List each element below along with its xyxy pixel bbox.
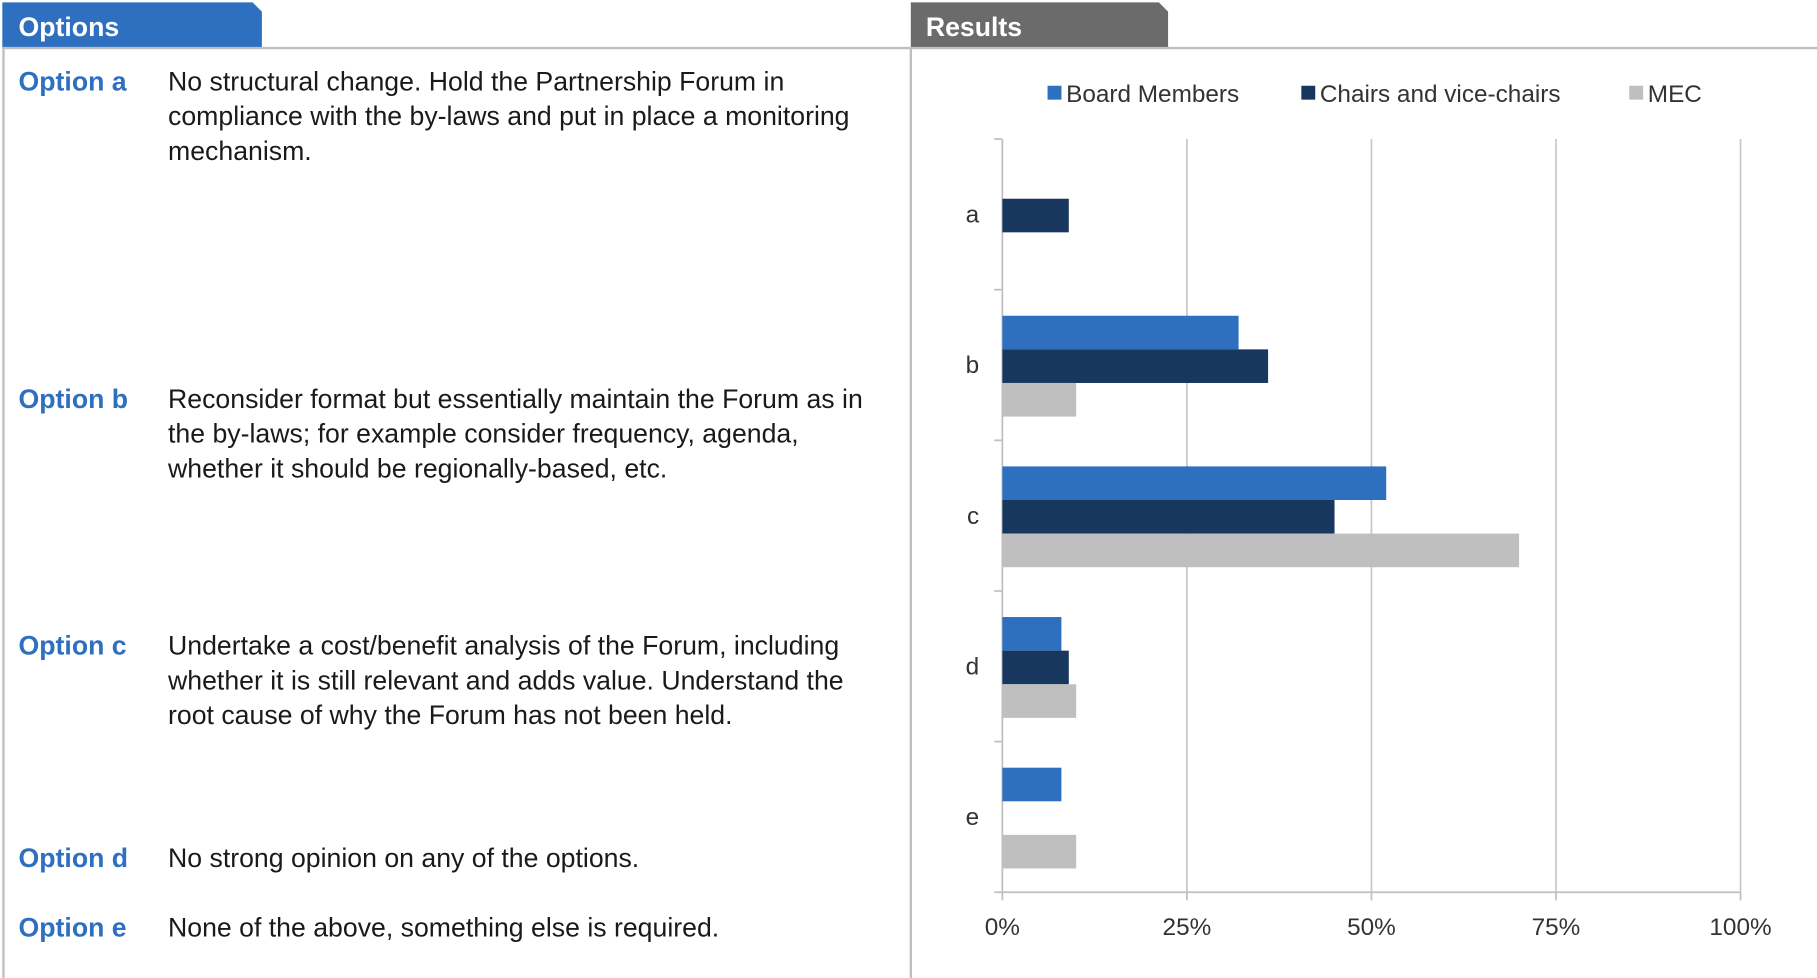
results-title: Results [926, 12, 1022, 42]
bar [1002, 533, 1520, 568]
bar [1002, 650, 1069, 685]
x-tick-label: 25% [1163, 914, 1212, 941]
legend-swatch [1047, 85, 1062, 100]
bar [1002, 466, 1387, 501]
x-tick-label: 75% [1532, 914, 1581, 941]
bar [1002, 617, 1062, 651]
y-tick-label: a [966, 201, 980, 228]
option-text: No strong opinion on any of the options. [168, 842, 640, 873]
legend-label: Board Members [1066, 81, 1239, 108]
x-tick-label: 100% [1709, 914, 1771, 941]
option-text: No structural change. Hold the Partnersh… [168, 66, 850, 166]
option-text: Undertake a cost/benefit analysis of the… [168, 630, 844, 731]
legend-label: MEC [1648, 81, 1702, 108]
options-tab [2, 2, 262, 49]
x-tick-label: 0% [985, 914, 1020, 941]
option-label: Option b [18, 383, 129, 414]
bar [1002, 315, 1239, 350]
bar [1002, 500, 1335, 534]
options-title: Options [19, 12, 120, 42]
legend-swatch [1629, 85, 1644, 100]
bar [1002, 684, 1077, 718]
bar [1002, 349, 1269, 383]
y-tick-label: b [966, 352, 980, 379]
option-text: None of the above, something else is req… [168, 911, 720, 943]
legend-swatch [1301, 85, 1316, 100]
results-tab [910, 2, 1169, 49]
y-tick-label: e [966, 804, 980, 831]
option-label: Option a [18, 66, 127, 97]
option-text: Reconsider format but essentially mainta… [168, 383, 863, 484]
option-label: Option c [18, 630, 127, 661]
option-label: Option d [18, 842, 129, 873]
x-tick-label: 50% [1347, 914, 1396, 941]
bar [1002, 767, 1062, 802]
y-tick-label: d [966, 653, 980, 680]
bar [1002, 382, 1077, 417]
bar [1002, 834, 1077, 869]
option-label: Option e [18, 911, 127, 943]
bar [1002, 198, 1069, 233]
legend-label: Chairs and vice-chairs [1320, 81, 1561, 108]
y-tick-label: c [967, 503, 979, 530]
